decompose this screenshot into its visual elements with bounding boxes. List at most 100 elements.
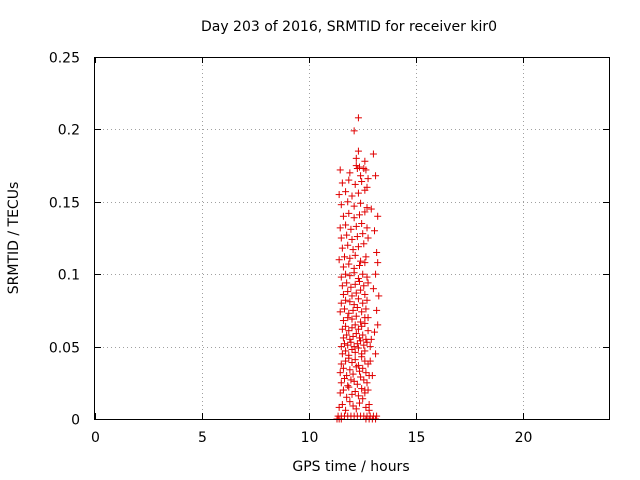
- data-point: [337, 234, 345, 242]
- data-point: [365, 401, 373, 409]
- data-point: [367, 335, 375, 343]
- data-point: [344, 241, 352, 249]
- data-point: [339, 364, 347, 372]
- data-point: [355, 399, 363, 407]
- data-point: [335, 256, 343, 264]
- data-point: [336, 308, 344, 316]
- data-point: [349, 402, 357, 410]
- data-point: [353, 233, 361, 241]
- data-point: [342, 296, 350, 304]
- data-point: [358, 350, 366, 358]
- x-tick-label: 20: [515, 430, 533, 446]
- data-point: [335, 403, 343, 411]
- data-point: [351, 348, 359, 356]
- data-point: [344, 314, 352, 322]
- data-point: [369, 285, 377, 293]
- data-point: [350, 264, 358, 272]
- data-point: [358, 322, 366, 330]
- data-point: [367, 205, 375, 213]
- data-point: [342, 270, 350, 278]
- data-point: [363, 183, 371, 191]
- data-point: [351, 387, 359, 395]
- y-tick-label: 0.15: [49, 196, 80, 212]
- data-point: [353, 380, 361, 388]
- data-point: [360, 240, 368, 248]
- data-point: [357, 286, 365, 294]
- data-point: [352, 162, 360, 170]
- data-point: [357, 199, 365, 207]
- data-point: [372, 172, 380, 180]
- data-point: [362, 403, 370, 411]
- data-point: [359, 270, 367, 278]
- data-point: [357, 172, 365, 180]
- data-point: [352, 154, 360, 162]
- data-point: [349, 332, 357, 340]
- y-tick-label: 0: [71, 413, 80, 429]
- data-point: [343, 393, 351, 401]
- data-point: [372, 350, 380, 358]
- data-point: [349, 370, 357, 378]
- data-point: [338, 350, 346, 358]
- data-point: [370, 227, 378, 235]
- data-point: [343, 372, 351, 380]
- data-point: [352, 405, 360, 413]
- data-point: [343, 279, 351, 287]
- data-point: [348, 292, 356, 300]
- data-point: [363, 379, 371, 387]
- data-point: [344, 382, 352, 390]
- data-point: [352, 222, 360, 230]
- data-point: [347, 225, 355, 233]
- data-point: [355, 211, 363, 219]
- data-point: [374, 321, 382, 329]
- data-point: [368, 372, 376, 380]
- data-point: [354, 361, 362, 369]
- data-point: [361, 157, 369, 165]
- data-point: [349, 306, 357, 314]
- data-point: [354, 275, 362, 283]
- data-point: [344, 288, 352, 296]
- data-point: [352, 330, 360, 338]
- x-axis-label: GPS time / hours: [292, 459, 409, 475]
- data-point: [354, 114, 362, 122]
- data-point: [370, 328, 378, 336]
- data-point: [357, 318, 365, 326]
- data-point: [350, 214, 358, 222]
- data-point: [341, 253, 349, 261]
- data-point: [357, 257, 365, 265]
- data-point: [364, 314, 372, 322]
- data-point: [361, 259, 369, 267]
- data-point: [355, 277, 363, 285]
- data-point: [350, 377, 358, 385]
- data-point: [342, 322, 350, 330]
- data-point: [347, 283, 355, 291]
- data-point: [339, 386, 347, 394]
- data-point: [348, 315, 356, 323]
- data-point: [337, 299, 345, 307]
- data-point: [342, 347, 350, 355]
- data-point: [362, 166, 370, 174]
- data-point: [337, 360, 345, 368]
- data-point: [360, 282, 368, 290]
- y-tick-label: 0.05: [49, 341, 80, 357]
- data-point: [364, 279, 372, 287]
- data-point: [337, 379, 345, 387]
- data-point: [362, 305, 370, 313]
- data-point: [353, 304, 361, 312]
- y-axis-tick-labels: 0 0.05 0.1 0.15 0.2 0.25: [49, 51, 80, 429]
- data-point: [348, 359, 356, 367]
- data-point: [354, 243, 362, 251]
- y-tick-label: 0.25: [49, 51, 80, 67]
- data-point: [345, 327, 353, 335]
- data-point: [351, 321, 359, 329]
- data-point: [339, 334, 347, 342]
- x-tick-label: 10: [301, 430, 319, 446]
- data-point: [348, 235, 356, 243]
- data-point: [345, 260, 353, 268]
- data-point: [351, 280, 359, 288]
- data-point: [344, 341, 352, 349]
- data-point: [363, 224, 371, 232]
- data-point: [355, 367, 363, 375]
- data-point: [355, 334, 363, 342]
- data-point: [349, 246, 357, 254]
- y-tick-label: 0.1: [58, 268, 80, 284]
